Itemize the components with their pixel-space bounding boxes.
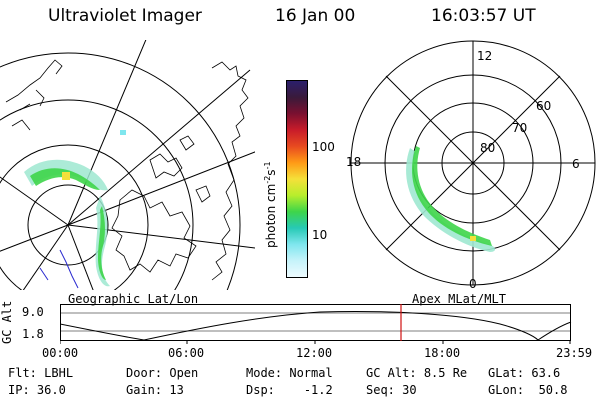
meridian-line	[67, 224, 94, 290]
coastline	[211, 61, 249, 281]
meridian-line	[67, 224, 255, 249]
colorbar-unit-label: photon cm-2s-1	[263, 161, 278, 248]
meridian-line	[67, 40, 147, 226]
coastline	[149, 135, 211, 203]
coastline	[39, 249, 79, 289]
mlt-axis	[385, 75, 561, 251]
mlt-label-18: 18	[346, 155, 361, 169]
mlt-label-6: 6	[572, 157, 580, 171]
altitude-curve	[60, 311, 572, 341]
info-dsp: Dsp: -1.2	[246, 383, 333, 397]
colorbar-tick-high: 100	[312, 140, 335, 154]
info-seq: Seq: 30	[366, 383, 417, 397]
info-door: Door: Open	[126, 366, 199, 380]
mlat-label-70: 70	[512, 121, 527, 135]
aurora-oval	[406, 146, 496, 252]
time-label: 16:03:57 UT	[431, 6, 536, 26]
time-tick-label: 18:00	[424, 346, 461, 360]
time-tick-label: 12:00	[296, 346, 333, 360]
coastline	[5, 59, 63, 131]
latitude-circle	[27, 184, 109, 266]
geographic-map-label: Geographic Lat/Lon	[68, 292, 199, 306]
meridian-line	[67, 69, 251, 226]
info-gc-alt: GC Alt: 8.5 Re	[366, 366, 468, 380]
coastline	[111, 189, 197, 273]
color-gradient	[287, 81, 307, 277]
info-mode: Mode: Normal	[246, 366, 333, 380]
info-flt: Flt: LBHL	[8, 366, 74, 380]
time-tick-label: 06:00	[168, 346, 205, 360]
info-ip: IP: 36.0	[8, 383, 66, 397]
latitude-circle	[0, 52, 241, 290]
polar-mlat-mlt-plot: 12 0 18 6 60 70 80	[346, 40, 596, 291]
color-scale-bar	[286, 80, 308, 278]
mlt-label-12: 12	[477, 49, 492, 63]
instrument-title: Ultraviolet Imager	[48, 6, 202, 26]
latitude-circle	[0, 99, 194, 290]
date-label: 16 Jan 00	[275, 6, 356, 26]
mlat-label-60: 60	[536, 99, 551, 113]
latitude-circle	[0, 144, 149, 290]
meridian-line	[0, 176, 69, 226]
info-glon: GLon: 50.8	[488, 383, 568, 397]
altitude-axis-label: GC Alt	[0, 300, 14, 344]
altitude-strip-plot	[60, 304, 572, 344]
time-tick-label: 00:00	[42, 346, 79, 360]
mlt-label-0: 0	[469, 277, 477, 291]
mlat-label-80: 80	[480, 141, 495, 155]
altitude-tick-low: 1.8	[22, 327, 44, 341]
altitude-tick-high: 9.0	[22, 305, 44, 319]
meridian-line	[22, 224, 69, 290]
info-glat: GLat: 63.6	[488, 366, 561, 380]
geographic-map	[0, 40, 255, 290]
polar-plot-label: Apex MLat/MLT	[412, 292, 506, 306]
time-tick-label: 23:59	[556, 346, 593, 360]
meridian-line	[0, 224, 69, 252]
aurora-emission	[24, 130, 126, 287]
colorbar-tick-low: 10	[312, 228, 328, 242]
info-gain: Gain: 13	[126, 383, 184, 397]
